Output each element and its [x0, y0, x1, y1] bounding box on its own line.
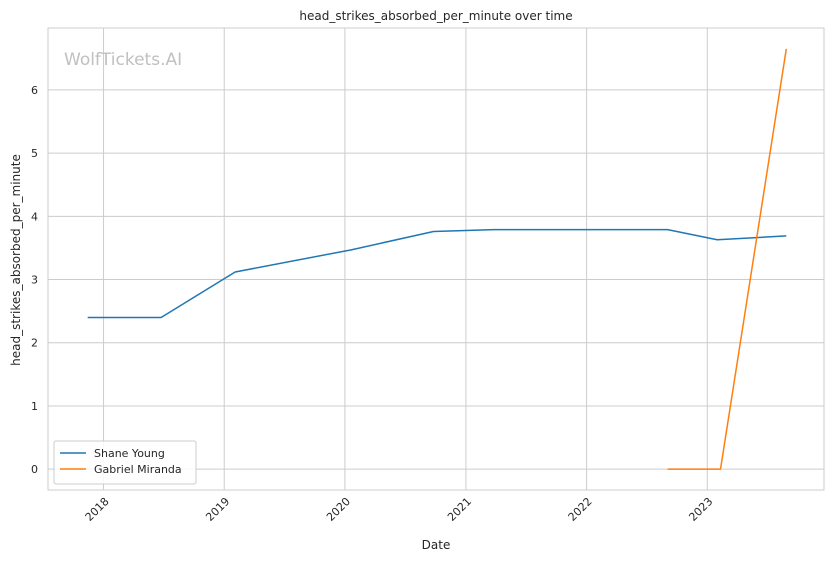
x-tick-label: 2021	[445, 495, 474, 524]
y-axis-ticks: 0 1 2 3 4 5 6	[31, 84, 38, 476]
x-axis-title: Date	[422, 538, 451, 552]
y-tick-label: 6	[31, 84, 38, 97]
y-tick-label: 4	[31, 210, 38, 223]
x-axis-ticks: 2018 2019 2020 2021 2022 2023	[83, 495, 716, 524]
x-tick-label: 2018	[83, 495, 112, 524]
chart-title: head_strikes_absorbed_per_minute over ti…	[299, 9, 572, 23]
y-tick-label: 0	[31, 463, 38, 476]
plot-area-frame	[47, 27, 825, 491]
x-tick-label: 2023	[686, 495, 715, 524]
series-layer	[87, 48, 788, 470]
grid	[48, 28, 824, 490]
y-tick-label: 2	[31, 337, 38, 350]
y-tick-label: 1	[31, 400, 38, 413]
legend-label-gabriel-miranda: Gabriel Miranda	[94, 463, 182, 476]
x-tick-label: 2019	[203, 495, 232, 524]
watermark: WolfTickets.AI	[64, 50, 182, 70]
y-axis-title: head_strikes_absorbed_per_minute	[9, 154, 23, 366]
series-line-shane-young	[87, 228, 787, 319]
legend-box	[53, 440, 197, 485]
x-tick-label: 2022	[566, 495, 595, 524]
legend: Shane Young Gabriel Miranda	[53, 440, 197, 485]
y-tick-label: 5	[31, 147, 38, 160]
y-tick-label: 3	[31, 274, 38, 287]
legend-label-shane-young: Shane Young	[94, 447, 165, 460]
series-line-gabriel-miranda	[667, 48, 788, 470]
x-tick-label: 2020	[324, 495, 353, 524]
